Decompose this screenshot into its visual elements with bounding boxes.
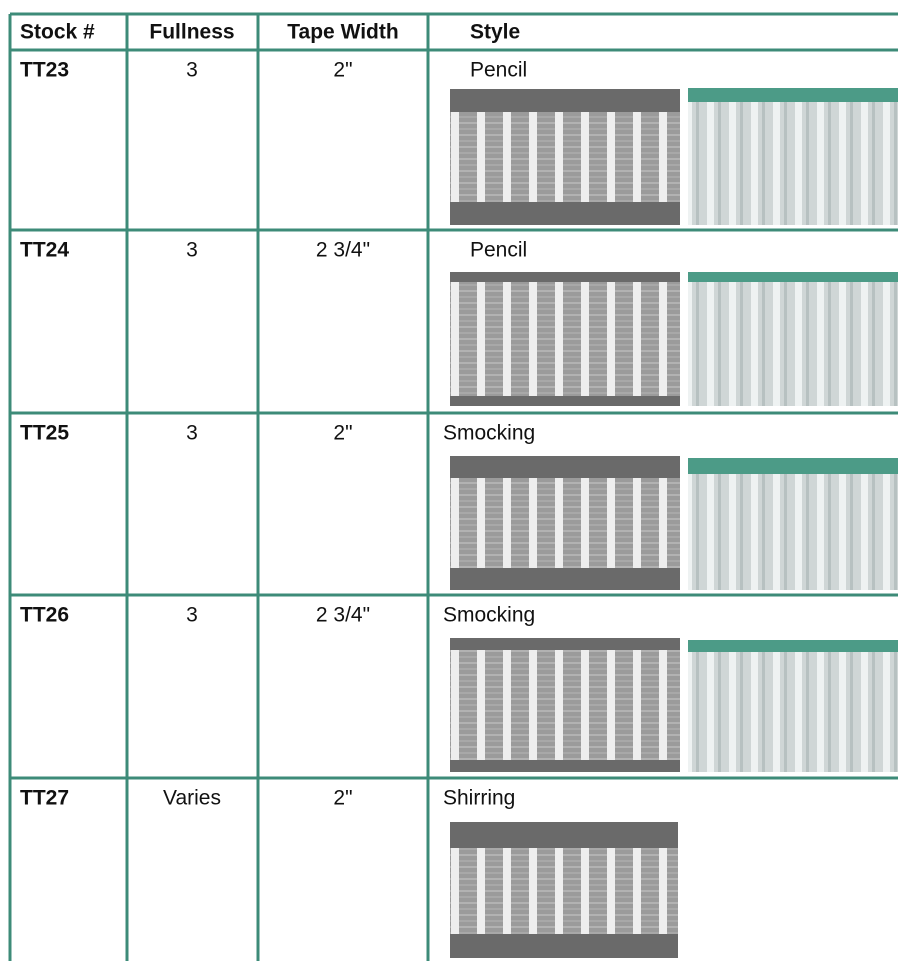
stock-number: TT24 bbox=[20, 239, 69, 262]
style: Pencil bbox=[470, 239, 527, 262]
curtain-image bbox=[688, 88, 898, 225]
tape-image bbox=[450, 89, 680, 225]
fullness: 3 bbox=[186, 604, 198, 627]
tape-image bbox=[450, 272, 680, 406]
fullness: 3 bbox=[186, 239, 198, 262]
header-cell: Tape Width bbox=[287, 21, 398, 44]
stock-number: TT25 bbox=[20, 422, 69, 445]
rows: TT23 3 2" Pencil TT24 3 2 3/4" Pencil TT25 3 2" Smo… bbox=[20, 59, 535, 810]
tape-image bbox=[450, 638, 680, 772]
tape-image bbox=[450, 822, 678, 958]
table-borders bbox=[8, 12, 898, 961]
fullness: 3 bbox=[186, 59, 198, 82]
curtain-image bbox=[688, 640, 898, 772]
header: Stock # Fullness Tape Width Style bbox=[20, 21, 520, 44]
stock-number: TT23 bbox=[20, 59, 69, 82]
fullness: 3 bbox=[186, 422, 198, 445]
stock-number: TT27 bbox=[20, 787, 69, 810]
style: Smocking bbox=[443, 604, 535, 627]
tape-width: 2 3/4" bbox=[316, 239, 370, 262]
tape-width: 2" bbox=[333, 422, 352, 445]
style: Pencil bbox=[470, 59, 527, 82]
curtain-image bbox=[688, 458, 898, 590]
style: Smocking bbox=[443, 422, 535, 445]
tape-width: 2" bbox=[333, 59, 352, 82]
curtain-image bbox=[688, 272, 898, 406]
style: Shirring bbox=[443, 787, 515, 810]
tape-width: 2 3/4" bbox=[316, 604, 370, 627]
header-cell: Style bbox=[470, 21, 520, 44]
header-cell: Stock # bbox=[20, 21, 95, 44]
stock-number: TT26 bbox=[20, 604, 69, 627]
images bbox=[450, 88, 898, 958]
header-cell: Fullness bbox=[149, 21, 234, 44]
fullness: Varies bbox=[163, 787, 221, 810]
tape-image bbox=[450, 456, 680, 590]
tape-width: 2" bbox=[333, 787, 352, 810]
